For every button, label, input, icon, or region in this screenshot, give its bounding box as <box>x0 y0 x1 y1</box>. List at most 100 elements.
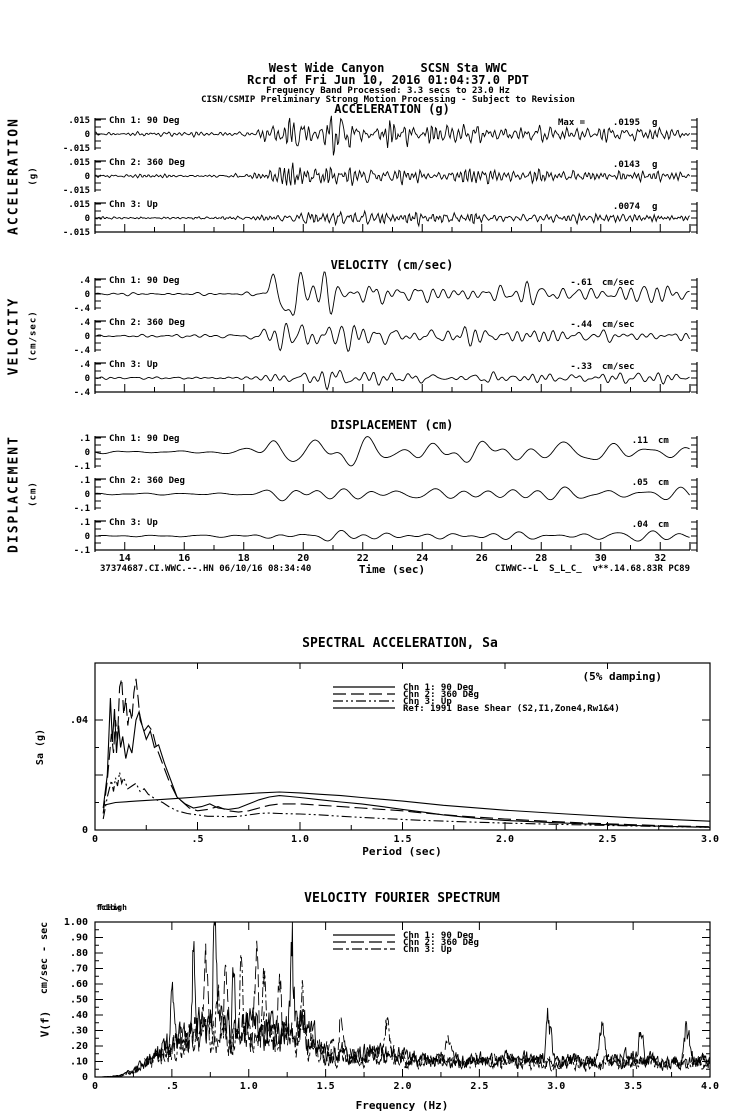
trace-velocity-chn1 <box>94 271 690 317</box>
x-tick-label: 1.5 <box>393 834 411 845</box>
frequency-axis-label: Frequency (Hz) <box>355 1099 449 1112</box>
trace-velocity-chn3 <box>94 369 690 391</box>
channel-label: Chn 2: 360 Deg <box>109 476 185 486</box>
x-tick-label: 2.0 <box>393 1081 411 1092</box>
trace-velocity-chn2 <box>94 322 690 353</box>
y-tick-label: 0 <box>85 130 90 140</box>
x-tick-label: 28 <box>535 553 547 564</box>
peak-value: .04 <box>632 520 649 530</box>
x-tick-label: 24 <box>416 553 428 564</box>
y-tick-label: 0 <box>85 332 90 342</box>
sa-curve-3 <box>102 772 710 828</box>
trace-acceleration-chn3 <box>94 209 690 228</box>
y-tick-label: .30 <box>70 1026 88 1037</box>
channel-label: Chn 3: Up <box>109 518 158 528</box>
record-timestamp: Rcrd of Fri Jun 10, 2016 01:04:37.0 PDT <box>247 73 529 87</box>
acceleration-panel: .015 0 -.015 Chn 1: 90 Deg Max = .0195 g .015 0 -… <box>63 115 698 238</box>
displacement-panel-title: DISPLACEMENT (cm) <box>330 418 454 432</box>
peak-unit: g <box>652 160 657 170</box>
station-title: West Wide Canyon SCSN Sta WWC <box>268 61 508 75</box>
y-tick-label: 0 <box>85 214 90 224</box>
processing-version-tag: CIWWC--L S_L_C_ v**.14.68.83R PC89 <box>494 564 690 574</box>
y-tick-label: 1.00 <box>64 917 88 928</box>
x-tick-label: 32 <box>654 553 666 564</box>
x-tick-label: 30 <box>595 553 607 564</box>
y-tick-label: 0 <box>82 825 88 836</box>
y-tick-label: .4 <box>79 360 90 370</box>
y-tick-label: -.1 <box>74 546 90 556</box>
x-tick-label: 3.0 <box>547 1081 565 1092</box>
channel-label: Chn 3: Up <box>109 360 158 370</box>
y-tick-label: -.015 <box>63 144 90 154</box>
peak-unit: cm/sec <box>602 320 635 330</box>
peak-value: .0195 <box>613 118 640 128</box>
y-tick-label: 0 <box>85 532 90 542</box>
legend-label: Chn 2: 360 Deg <box>403 938 479 948</box>
x-tick-label: .5 <box>191 834 203 845</box>
damping-note: (5% damping) <box>582 670 662 683</box>
y-tick-label: 0 <box>82 1072 88 1083</box>
filter-corner-label-low: fcLow <box>96 903 121 912</box>
displacement-panel: .1 0 -.1 Chn 1: 90 Deg .11 cm .1 0 -.1 Chn 2: 360… <box>74 434 698 564</box>
y-tick-label: 0 <box>85 490 90 500</box>
period-axis-label: Period (sec) <box>362 845 442 858</box>
channel-label: Chn 2: 360 Deg <box>109 318 185 328</box>
sa-curve-1 <box>102 697 710 828</box>
y-tick-label: .015 <box>68 158 90 168</box>
peak-prefix: Max = <box>558 118 586 128</box>
y-tick-label: .70 <box>70 964 88 975</box>
filter-corner-label-high: fcHigh <box>98 903 127 912</box>
y-tick-label: -.4 <box>74 304 91 314</box>
y-tick-label: 0 <box>85 172 90 182</box>
peak-unit: g <box>652 118 657 128</box>
x-tick-label: 26 <box>476 553 488 564</box>
x-tick-label: 1.5 <box>317 1081 335 1092</box>
y-tick-label: -.015 <box>63 186 90 196</box>
spectral-acceleration-title: SPECTRAL ACCELERATION, Sa <box>302 636 498 651</box>
acceleration-panel-title: ACCELERATION (g) <box>334 102 450 116</box>
peak-unit: cm/sec <box>602 278 635 288</box>
y-tick-label: .50 <box>70 995 88 1006</box>
x-tick-label: .5 <box>166 1081 178 1092</box>
record-file-id: 37374687.CI.WWC.--.HN 06/10/16 08:34:40 <box>100 564 312 574</box>
y-tick-label: .20 <box>70 1041 88 1052</box>
y-tick-label: .1 <box>79 518 90 528</box>
x-tick-label: 0 <box>92 1081 98 1092</box>
fourier-curve-chn2 <box>95 940 710 1077</box>
y-tick-label: .90 <box>70 933 88 944</box>
peak-unit: cm <box>658 478 669 488</box>
x-tick-label: 22 <box>357 553 369 564</box>
y-tick-label: -.4 <box>74 388 91 398</box>
y-tick-label: -.1 <box>74 462 90 472</box>
peak-unit: g <box>652 202 657 212</box>
y-tick-label: .4 <box>79 318 90 328</box>
x-tick-label: 2.5 <box>598 834 616 845</box>
y-tick-label: .40 <box>70 1010 88 1021</box>
x-tick-label: 2.5 <box>470 1081 488 1092</box>
x-tick-label: 3.0 <box>701 834 719 845</box>
frequency-band-note: Frequency Band Processed: 3.3 secs to 23… <box>266 86 510 96</box>
y-tick-label: .80 <box>70 948 88 959</box>
x-tick-label: 16 <box>178 553 190 564</box>
channel-label: Chn 1: 90 Deg <box>109 116 179 126</box>
velocity-panel: .4 0 -.4 Chn 1: 90 Deg -.61 cm/sec .4 0 -.4 Chn 2… <box>74 271 698 398</box>
velocity-panel-title: VELOCITY (cm/sec) <box>330 258 454 272</box>
y-tick-label: 0 <box>85 290 90 300</box>
y-tick-label: .10 <box>70 1057 88 1068</box>
trace-displacement-chn3 <box>94 529 690 542</box>
peak-unit: cm <box>658 436 669 446</box>
trace-acceleration-chn2 <box>94 162 690 186</box>
peak-value: -.33 <box>570 362 592 372</box>
x-tick-label: 3.5 <box>624 1081 642 1092</box>
peak-value: -.44 <box>570 320 592 330</box>
y-tick-label: -.1 <box>74 504 90 514</box>
y-tick-label: .4 <box>79 276 90 286</box>
sa-curve-4 <box>103 791 710 822</box>
fourier-curve-chn1 <box>95 922 710 1077</box>
y-tick-label: -.015 <box>63 228 90 238</box>
peak-unit: cm/sec <box>602 362 635 372</box>
peak-value: -.61 <box>570 278 592 288</box>
